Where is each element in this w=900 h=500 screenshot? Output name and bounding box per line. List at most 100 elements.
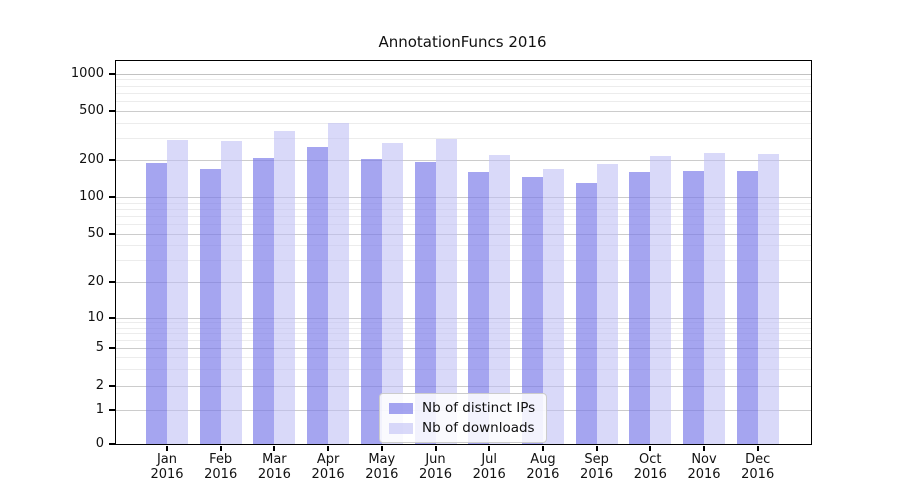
bar-ips-aug <box>521 177 543 444</box>
x-tick-label: Sep 2016 <box>580 452 614 483</box>
x-tick-mark <box>595 446 598 451</box>
plot-area: 0 1 2 5 10 20 50 100 200 500 1000 Jan 2016 Feb 2016 M… <box>71 60 812 482</box>
y-tick-label: 50 <box>87 225 104 241</box>
legend-item-distinct-ips: Nb of distinct IPs <box>389 400 535 416</box>
y-tick-label: 500 <box>79 103 104 118</box>
minor-gridline <box>116 245 811 247</box>
x-tick-label: Oct 2016 <box>633 452 667 483</box>
bar-ips-oct <box>629 172 651 444</box>
major-gridline <box>116 73 811 75</box>
bar-ips-jan <box>146 163 167 444</box>
major-gridline <box>116 386 811 387</box>
x-tick-mark <box>273 446 276 451</box>
bar-downloads-dec <box>757 153 779 444</box>
legend-swatch-distinct-ips <box>389 402 413 414</box>
y-tick-label: 1000 <box>70 65 104 81</box>
x-tick-mark <box>380 446 383 451</box>
bar-ips-sep <box>575 183 597 444</box>
x-tick-mark <box>703 446 705 451</box>
bar-ips-jul <box>468 172 490 444</box>
x-tick-mark <box>219 446 222 451</box>
y-tick-mark <box>109 232 115 235</box>
minor-gridline <box>116 333 811 335</box>
bar-downloads-apr <box>328 123 350 444</box>
chart-title: AnnotationFuncs 2016 <box>378 33 547 51</box>
bar-ips-jun <box>414 161 436 444</box>
bar-downloads-jan <box>167 140 188 444</box>
x-tick-label: Feb 2016 <box>204 452 238 483</box>
minor-gridline <box>116 327 811 329</box>
minor-gridline <box>116 357 811 359</box>
major-gridline <box>116 281 811 283</box>
minor-gridline <box>116 138 811 140</box>
y-tick-mark <box>109 110 115 112</box>
y-tick-label: 2 <box>95 378 104 393</box>
bar-downloads-sep <box>596 164 618 444</box>
minor-gridline <box>116 101 811 103</box>
y-tick-label: 0 <box>95 435 104 451</box>
y-tick-label: 100 <box>79 189 104 204</box>
minor-gridline <box>116 340 811 342</box>
bar-downloads-may <box>381 143 403 444</box>
bar-ips-apr <box>307 147 329 444</box>
y-tick-label: 5 <box>95 340 104 356</box>
bar-downloads-mar <box>274 130 296 444</box>
minor-gridline <box>116 202 811 204</box>
x-tick-label: Jun 2016 <box>418 452 453 483</box>
x-tick-mark <box>756 446 759 451</box>
legend-swatch-downloads <box>389 422 413 434</box>
x-tick-label: Aug 2016 <box>526 452 560 483</box>
y-tick-mark <box>109 316 115 319</box>
legend-item-downloads: Nb of downloads <box>389 420 535 436</box>
minor-gridline <box>116 224 811 226</box>
bar-ips-feb <box>199 168 221 444</box>
minor-gridline <box>116 85 811 87</box>
x-tick-label: Dec 2016 <box>741 452 775 483</box>
minor-gridline <box>116 92 811 94</box>
y-tick-mark <box>109 385 115 387</box>
y-tick-mark <box>109 72 115 75</box>
bar-downloads-oct <box>650 156 672 444</box>
bar-ips-may <box>360 158 382 444</box>
y-tick-mark <box>109 442 115 445</box>
minor-gridline <box>116 123 811 124</box>
major-gridline <box>116 160 811 162</box>
x-tick-mark <box>327 446 330 451</box>
y-tick-mark <box>109 409 115 411</box>
minor-gridline <box>116 260 811 262</box>
legend-label-distinct-ips: Nb of distinct IPs <box>422 400 536 416</box>
bar-ips-nov <box>683 170 704 444</box>
major-gridline <box>116 197 811 198</box>
bar-downloads-nov <box>704 152 725 444</box>
x-tick-label: May 2016 <box>365 452 399 483</box>
legend-label-downloads: Nb of downloads <box>422 420 535 436</box>
x-tick-mark <box>541 446 544 451</box>
bar-downloads-aug <box>542 168 564 444</box>
y-tick-mark <box>109 196 115 198</box>
major-gridline <box>116 111 811 112</box>
major-gridline <box>116 233 811 235</box>
y-tick-mark <box>109 280 115 283</box>
x-tick-mark <box>434 446 437 451</box>
major-gridline <box>116 348 811 350</box>
x-tick-mark <box>166 446 168 451</box>
x-tick-mark <box>488 446 491 451</box>
bar-downloads-jun <box>435 138 457 444</box>
minor-gridline <box>116 369 811 371</box>
bar-downloads-feb <box>220 141 242 444</box>
y-tick-label: 20 <box>87 273 104 289</box>
y-tick-label: 1 <box>95 402 104 417</box>
x-tick-label: Jul 2016 <box>472 452 506 483</box>
x-tick-label: Jan 2016 <box>150 452 184 483</box>
legend: Nb of distinct IPs Nb of downloads <box>379 393 548 443</box>
minor-gridline <box>116 322 811 324</box>
minor-gridline <box>116 215 811 217</box>
bar-ips-dec <box>736 170 758 444</box>
y-tick-mark <box>109 347 115 350</box>
y-tick-mark <box>109 159 115 162</box>
x-tick-label: Mar 2016 <box>257 452 291 483</box>
bar-ips-mar <box>253 157 275 444</box>
x-tick-mark <box>649 446 652 451</box>
bar-downloads-jul <box>489 155 511 444</box>
